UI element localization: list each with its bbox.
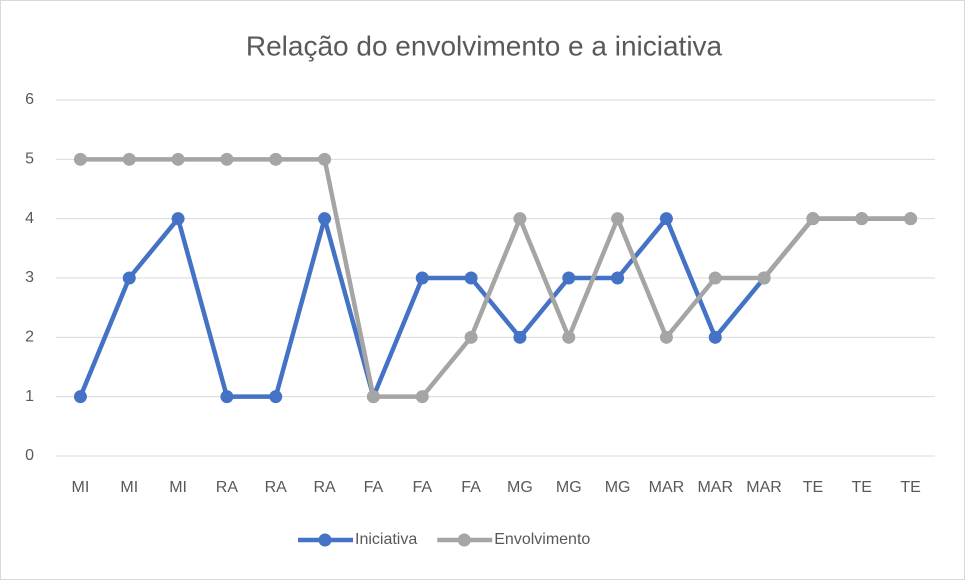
point-marker — [220, 152, 234, 166]
point-marker — [513, 330, 527, 344]
point-marker — [562, 271, 576, 285]
x-tick-label: TE — [900, 479, 920, 496]
y-tick-label: 3 — [25, 269, 34, 286]
point-marker — [415, 271, 429, 285]
point-marker — [73, 152, 87, 166]
point-marker — [904, 212, 918, 226]
x-tick-label: MI — [120, 479, 138, 496]
y-tick-label: 5 — [25, 151, 34, 168]
y-tick-label: 4 — [25, 210, 34, 227]
chart-title: Relação do envolvimento e a iniciativa — [246, 30, 723, 61]
point-marker — [708, 271, 722, 285]
y-tick-label: 0 — [25, 447, 34, 464]
x-tick-label: RA — [313, 479, 336, 496]
point-marker — [366, 390, 380, 404]
point-marker — [171, 152, 185, 166]
x-tick-label: MAR — [746, 479, 782, 496]
y-tick-label: 2 — [25, 329, 34, 346]
point-marker — [513, 212, 527, 226]
point-marker — [415, 390, 429, 404]
y-tick-label: 1 — [25, 388, 34, 405]
x-tick-label: MG — [605, 479, 631, 496]
point-marker — [708, 330, 722, 344]
point-marker — [757, 271, 771, 285]
point-marker — [318, 152, 332, 166]
point-marker — [269, 152, 283, 166]
x-tick-label: FA — [412, 479, 432, 496]
x-tick-label: RA — [265, 479, 288, 496]
point-marker — [659, 330, 673, 344]
point-marker — [73, 390, 87, 404]
series-line — [80, 157, 911, 399]
x-tick-label: FA — [364, 479, 384, 496]
point-marker — [562, 330, 576, 344]
x-tick-label: RA — [216, 479, 239, 496]
point-marker — [806, 212, 820, 226]
point-marker — [318, 212, 332, 226]
x-tick-label: MG — [507, 479, 533, 496]
legend-label: Envolvimento — [494, 531, 590, 548]
point-marker — [464, 271, 478, 285]
x-tick-label: MG — [556, 479, 582, 496]
x-tick-label: TE — [852, 479, 872, 496]
y-tick-label: 6 — [25, 91, 34, 108]
x-tick-label: FA — [461, 479, 481, 496]
x-tick-label: MI — [169, 479, 187, 496]
point-marker — [464, 330, 478, 344]
point-marker — [171, 212, 185, 226]
x-tick-label: MAR — [649, 479, 685, 496]
x-tick-label: TE — [803, 479, 823, 496]
point-marker — [659, 212, 673, 226]
point-marker — [122, 152, 136, 166]
point-marker — [855, 212, 869, 226]
point-marker — [122, 271, 136, 285]
point-marker — [611, 212, 625, 226]
point-marker — [220, 390, 234, 404]
point-marker — [269, 390, 283, 404]
legend-marker — [457, 533, 471, 547]
legend-label: Iniciativa — [355, 531, 417, 548]
x-tick-label: MI — [72, 479, 90, 496]
legend-marker — [318, 533, 332, 547]
point-marker — [611, 271, 625, 285]
x-tick-label: MAR — [697, 479, 733, 496]
